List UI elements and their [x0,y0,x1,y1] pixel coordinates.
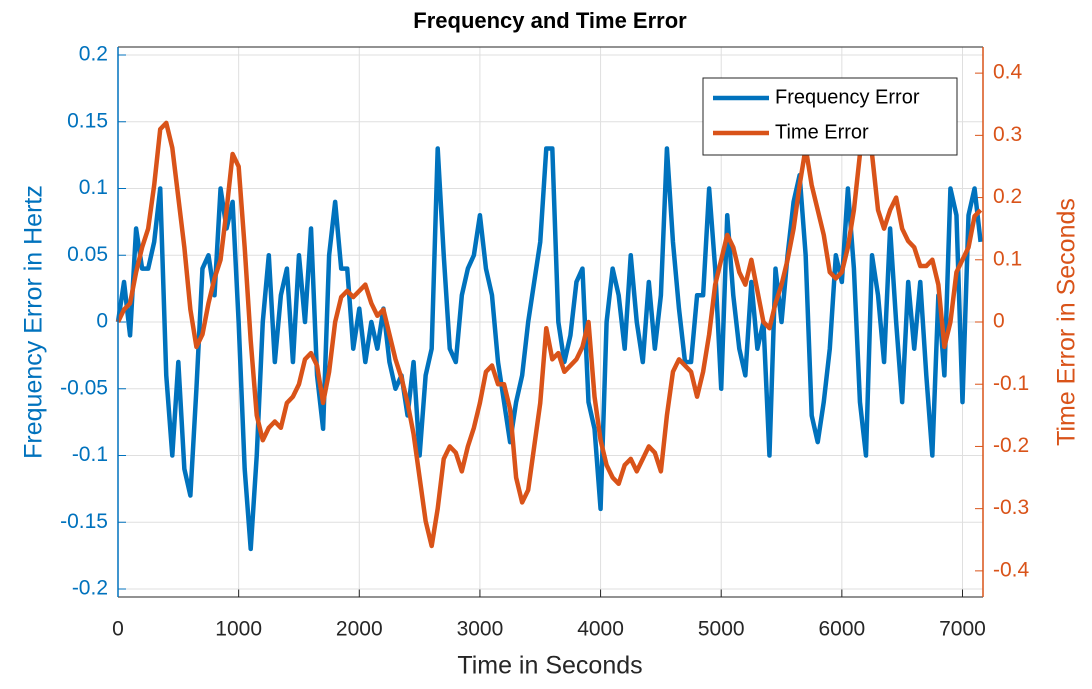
y2-tick-label: 0.3 [993,123,1022,146]
x-tick-label: 2000 [336,618,383,641]
y-tick-label: -0.1 [72,443,108,466]
x-axis-label: Time in Seconds [457,652,642,680]
y-axis-label: Frequency Error in Hertz [20,185,48,459]
data-line [115,120,983,549]
data-line [115,146,983,552]
legend-label: Frequency Error [775,86,920,108]
y2-tick-label: -0.4 [993,558,1030,581]
legend-label: Time Error [775,121,869,143]
y-tick-label: 0.05 [67,243,108,266]
y2-axis-label: Time Error in Seconds [1053,198,1081,446]
y2-tick-label: -0.1 [993,372,1029,395]
x-tick-label: 0 [112,618,124,641]
x-tick-label: 1000 [215,618,262,641]
y2-tick-label: 0.1 [993,247,1022,270]
y2-tick-label: -0.2 [993,434,1029,457]
y-tick-label: -0.15 [60,510,108,533]
y-tick-label: -0.05 [60,376,108,399]
x-tick-label: 7000 [939,618,986,641]
y-tick-label: 0.2 [79,43,108,66]
x-tick-label: 6000 [818,618,865,641]
chart-title: Frequency and Time Error [413,8,687,33]
y2-tick-label: -0.3 [993,496,1029,519]
y-tick-label: -0.2 [72,577,108,600]
legend-box [702,77,958,156]
x-tick-label: 4000 [577,618,624,641]
y-tick-label: 0.15 [67,109,108,132]
y2-tick-label: 0 [993,310,1005,333]
x-tick-label: 5000 [698,618,745,641]
y-tick-label: 0 [96,310,108,333]
y-tick-label: 0.1 [79,176,108,199]
y2-tick-label: 0.4 [993,61,1023,84]
x-tick-label: 3000 [457,618,504,641]
y2-tick-label: 0.2 [993,185,1022,208]
